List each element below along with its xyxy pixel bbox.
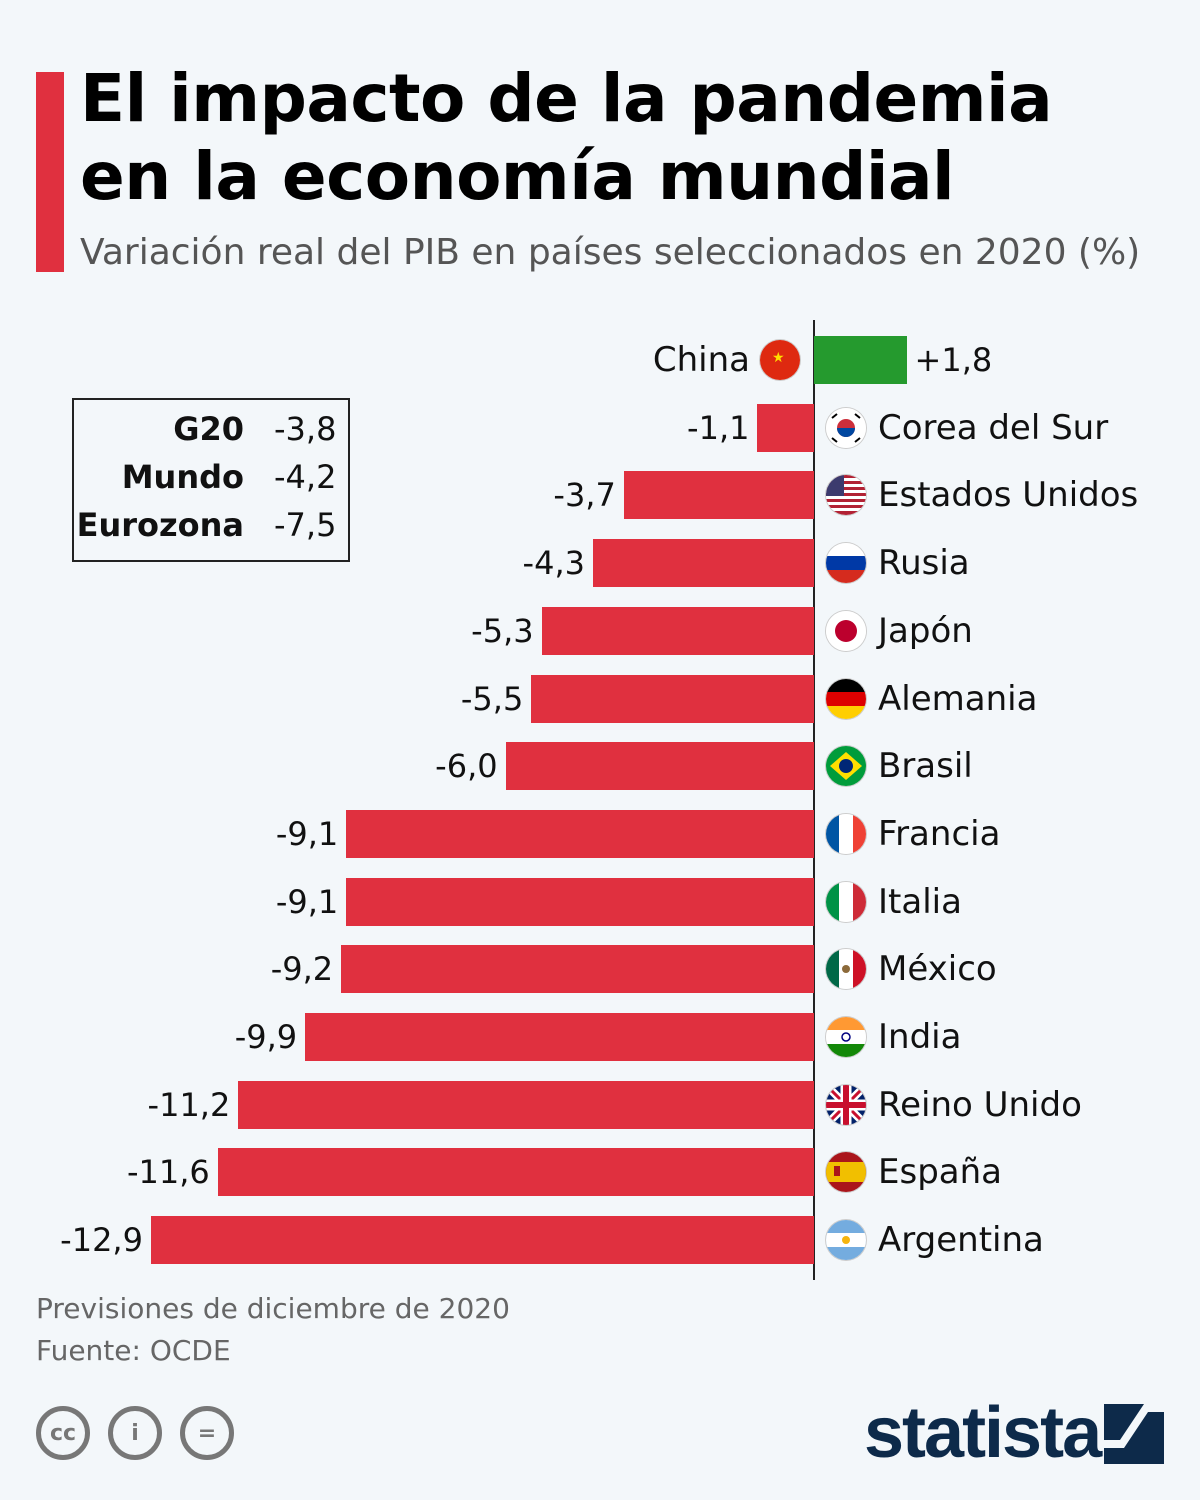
title-line-1: El impacto de la pandemia <box>80 60 1053 137</box>
flag-brazil-icon <box>826 746 866 787</box>
country-label: Corea del Sur <box>878 407 1109 448</box>
flag-uk-icon <box>826 1084 866 1125</box>
data-label: -12,9 <box>60 1221 143 1260</box>
summary-label: Mundo <box>121 458 244 496</box>
data-label: -1,1 <box>687 408 750 447</box>
data-label: -9,9 <box>234 1018 298 1056</box>
bar-china <box>814 336 907 384</box>
data-label: -9,1 <box>275 814 339 853</box>
bar-russia <box>592 539 814 588</box>
flag-india-icon <box>826 1017 866 1057</box>
statista-logo[interactable]: statista <box>864 1393 1102 1473</box>
flag-mexico-icon <box>826 949 866 990</box>
flag-japan-icon <box>826 610 866 651</box>
bar-mexico <box>341 945 814 994</box>
country-label: México <box>878 949 997 990</box>
bar-south-korea <box>757 403 814 452</box>
bar-usa <box>623 471 814 520</box>
flag-russia-icon <box>826 543 866 584</box>
bar-uk <box>238 1080 814 1129</box>
bar-italy <box>346 877 814 926</box>
flag-south-korea-icon <box>826 407 866 448</box>
summary-box: G20 -3,8 Mundo -4,2 Eurozona -7,5 <box>72 398 350 562</box>
country-label: Estados Unidos <box>878 475 1139 516</box>
data-label: -11,2 <box>147 1085 231 1124</box>
bar-spain <box>217 1148 814 1197</box>
zero-axis <box>813 320 815 1280</box>
data-label: -11,6 <box>126 1153 210 1192</box>
flag-argentina-icon <box>826 1220 866 1261</box>
data-label: -6,0 <box>435 747 498 786</box>
country-label: Rusia <box>878 543 970 584</box>
footnote: Previsiones de diciembre de 2020 <box>36 1292 510 1325</box>
subtitle: Variación real del PIB en países selecci… <box>80 232 1141 273</box>
statista-logo-mark-icon <box>1104 1404 1164 1464</box>
page-title: El impacto de la pandemia en la economía… <box>80 60 1053 216</box>
country-label: Francia <box>878 813 1001 854</box>
source: Fuente: OCDE <box>36 1334 231 1367</box>
country-label: España <box>878 1152 1002 1193</box>
country-label: China <box>652 340 750 380</box>
data-label: -9,1 <box>275 882 339 921</box>
country-label: Reino Unido <box>878 1084 1082 1125</box>
bar-argentina <box>150 1216 814 1265</box>
summary-row-g20: G20 -3,8 <box>74 410 337 454</box>
country-label: Brasil <box>878 746 973 787</box>
country-label: Japón <box>878 610 973 651</box>
bar-india <box>305 1013 814 1061</box>
data-label: +1,8 <box>914 341 993 379</box>
bar-japan <box>541 606 814 655</box>
summary-value: -7,5 <box>274 506 337 544</box>
flag-germany-icon <box>826 678 866 719</box>
bar-brazil <box>505 742 814 791</box>
svg-text:★: ★ <box>772 350 785 366</box>
data-label: -9,2 <box>270 950 334 989</box>
flag-spain-icon <box>826 1152 866 1193</box>
flag-italy-icon <box>826 881 866 922</box>
summary-value: -3,8 <box>274 410 337 448</box>
accent-bar <box>36 72 64 272</box>
flag-france-icon <box>826 813 866 854</box>
summary-row-eurozona: Eurozona -7,5 <box>74 506 337 550</box>
country-label: Italia <box>878 881 962 922</box>
flag-china-icon: ★ <box>760 340 800 380</box>
data-label: -3,7 <box>553 476 616 515</box>
country-label: Argentina <box>878 1220 1044 1261</box>
attribution-icon[interactable]: i <box>108 1406 162 1460</box>
summary-label: G20 <box>173 410 244 448</box>
no-derivatives-icon[interactable]: = <box>180 1406 234 1460</box>
country-label: India <box>878 1017 962 1057</box>
bar-chart: +1,8 ★ China -1,1 Corea del Sur -3,7 Estados U… <box>60 320 1139 1280</box>
flag-usa-icon <box>826 475 866 516</box>
bar-france <box>346 809 814 858</box>
country-label: Alemania <box>878 678 1038 719</box>
data-label: -4,3 <box>522 544 585 583</box>
title-line-2: en la economía mundial <box>80 138 955 215</box>
data-label: -5,5 <box>460 679 524 718</box>
cc-icon[interactable]: cc <box>36 1406 90 1460</box>
data-label: -5,3 <box>471 611 534 650</box>
summary-value: -4,2 <box>274 458 337 496</box>
summary-label: Eurozona <box>76 506 244 544</box>
summary-row-mundo: Mundo -4,2 <box>74 458 337 502</box>
bar-germany <box>531 674 814 723</box>
